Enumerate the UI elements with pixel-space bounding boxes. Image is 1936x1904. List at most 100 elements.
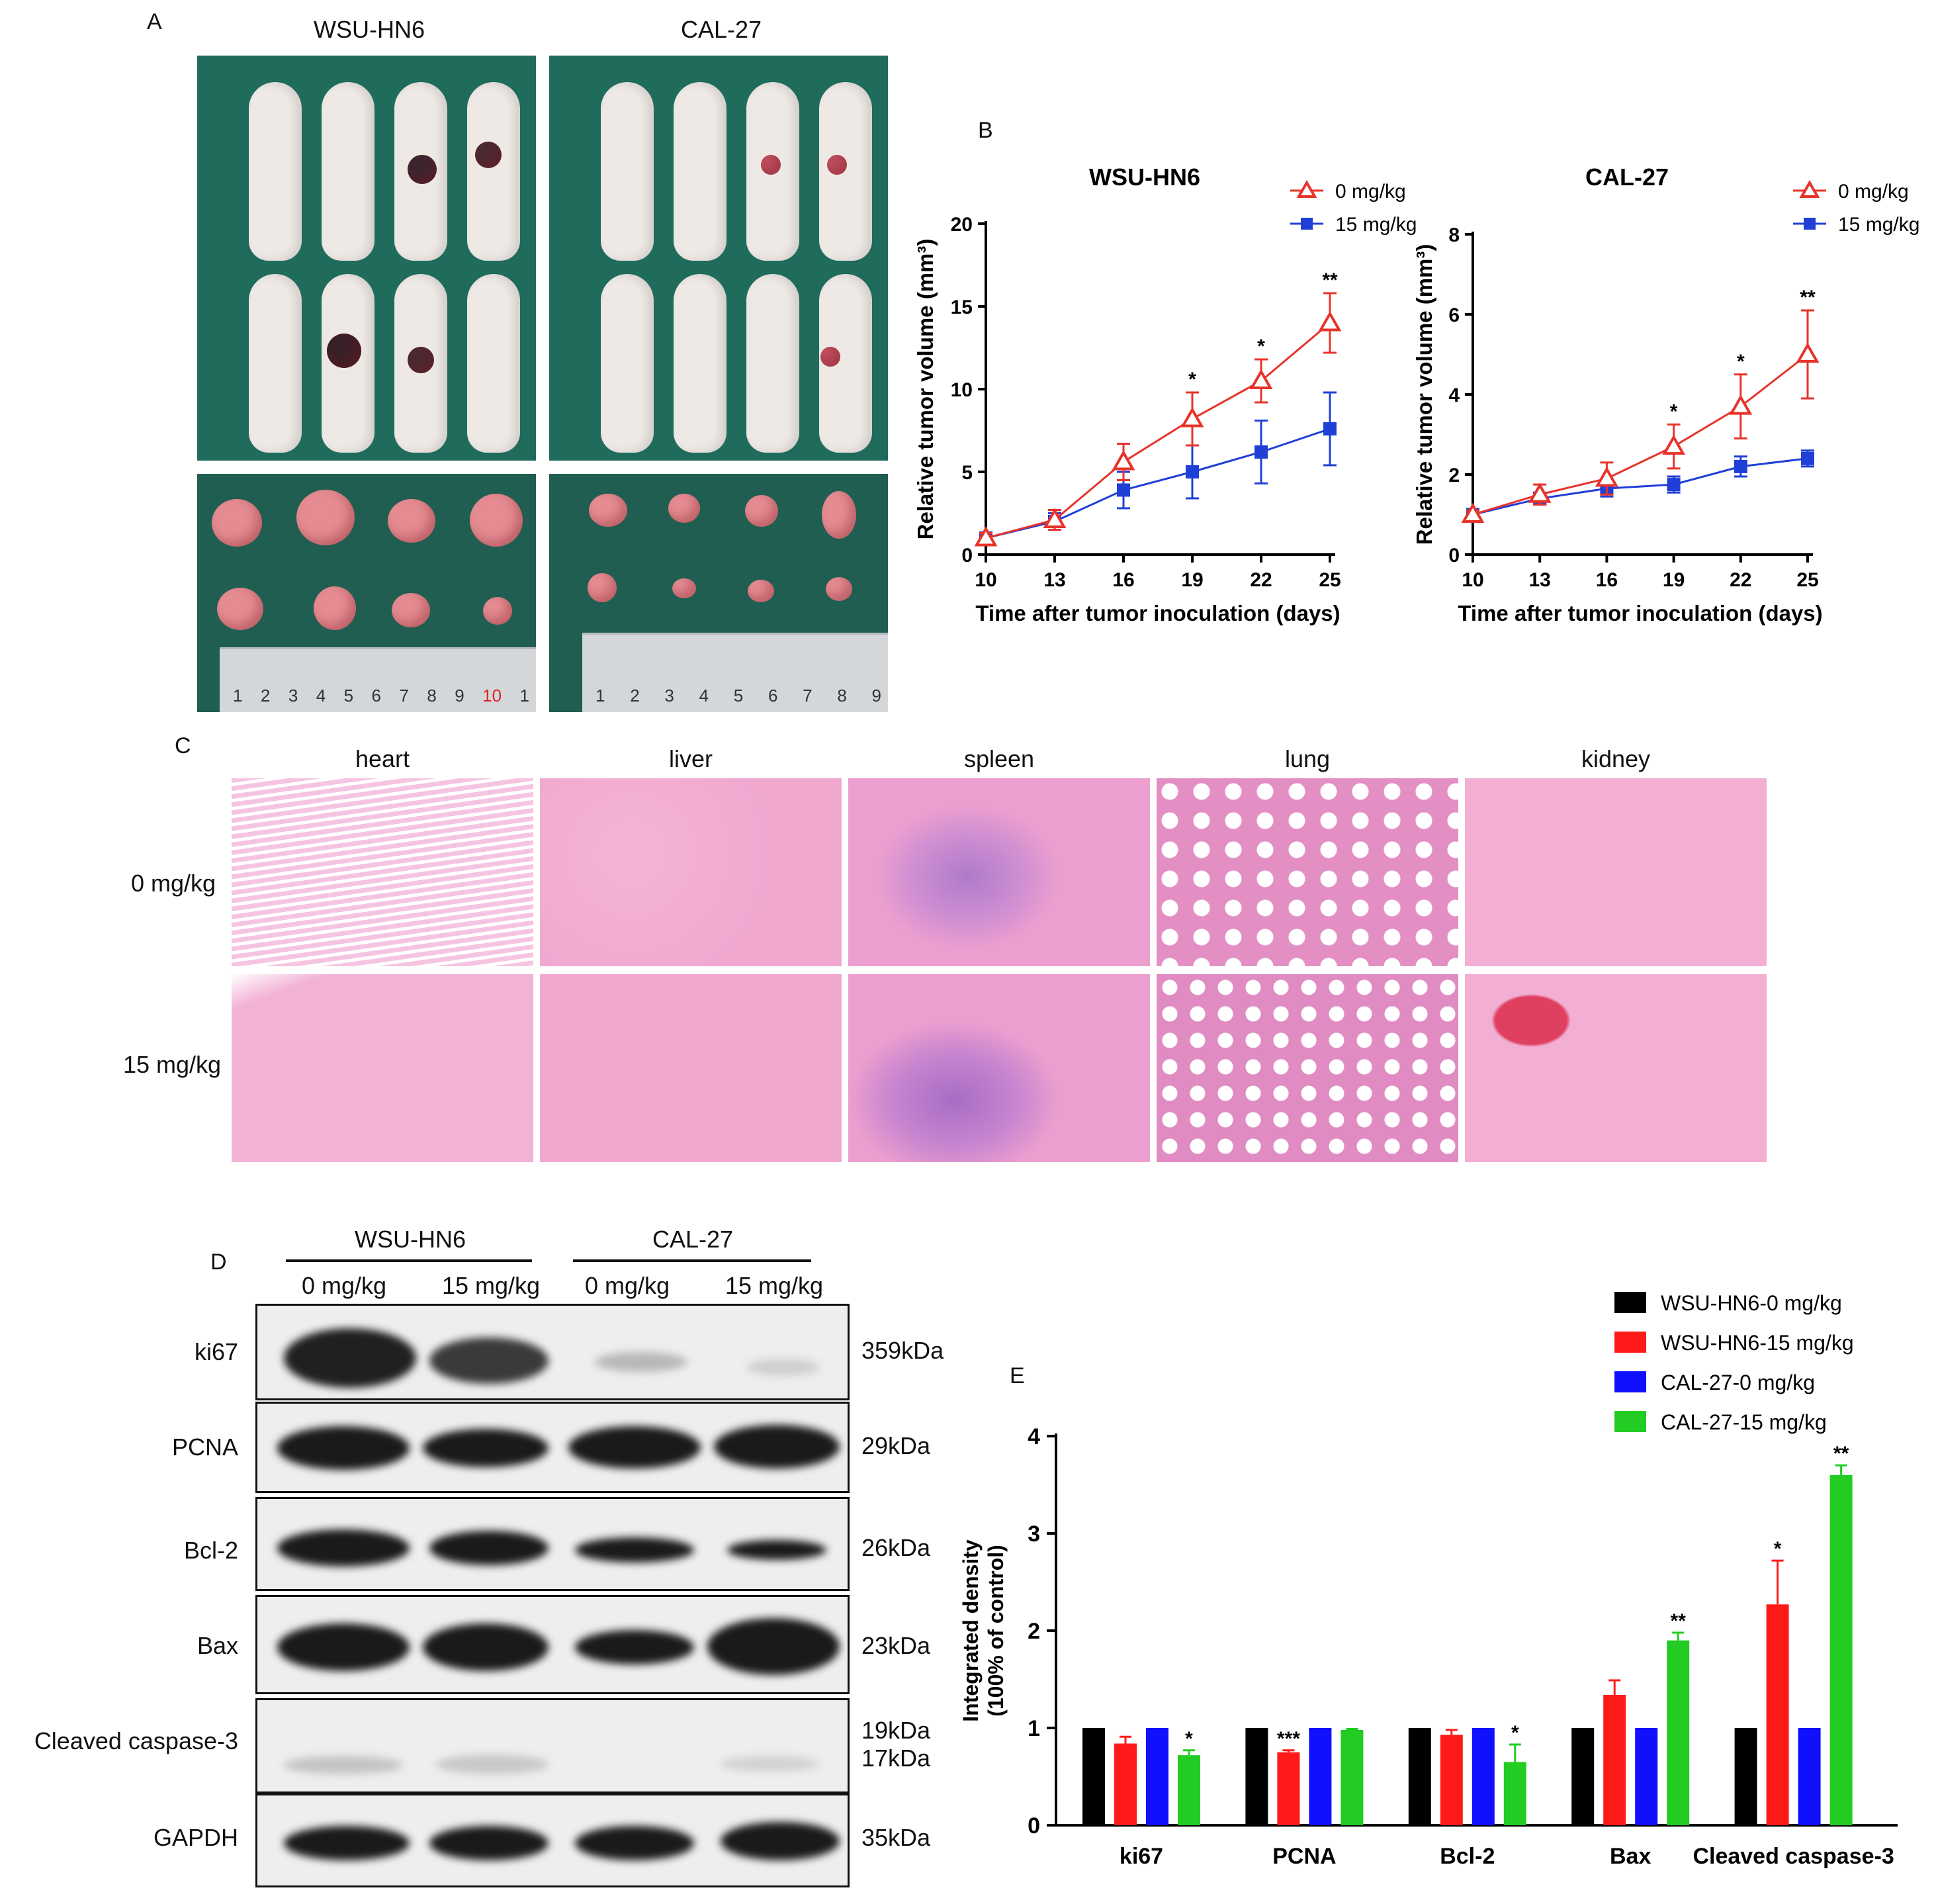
data-point <box>1461 502 1485 523</box>
x-tick-label: 19 <box>1663 569 1685 591</box>
category-label: Bcl-2 <box>1440 1844 1495 1869</box>
blot-pcna <box>255 1402 850 1493</box>
data-point <box>1043 508 1067 528</box>
protein-label-cleaved-caspase-3: Cleaved caspase-3 <box>34 1727 238 1754</box>
row-label-0-mg-kg: 0 mg/kg <box>131 870 216 897</box>
kda-label-bcl-2: 26kDa <box>861 1534 931 1561</box>
x-tick-label: 25 <box>1319 569 1341 591</box>
y-axis-label: Integrated density <box>959 1539 983 1722</box>
x-tick-label: 22 <box>1250 569 1272 591</box>
bar <box>1635 1728 1658 1825</box>
bar <box>1829 1474 1853 1825</box>
series-line <box>1472 353 1808 516</box>
x-axis-label: Time after tumor inoculation (days) <box>1458 601 1822 625</box>
x-tick-label: 22 <box>1730 569 1751 591</box>
legend-marker <box>1296 179 1317 198</box>
he-image-liver-0mg <box>540 778 842 966</box>
he-image-lung-15mg <box>1157 974 1458 1162</box>
bar <box>1503 1762 1526 1825</box>
blot-cell-header-cal-27: CAL-27 <box>652 1226 734 1253</box>
blot-cell-underline-cal-27 <box>573 1259 811 1262</box>
data-point <box>1662 434 1686 455</box>
bar <box>1341 1729 1364 1825</box>
legend-label: WSU-HN6-15 mg/kg <box>1661 1331 1854 1355</box>
significance-mark: ** <box>1800 287 1816 308</box>
y-tick-label: 3 <box>1028 1521 1040 1547</box>
significance-mark: ** <box>1322 269 1338 291</box>
panel-label-c: C <box>175 733 191 758</box>
kda-label-cleaved-caspase-3-19: 19kDa <box>861 1717 931 1744</box>
significance-mark: * <box>1737 351 1745 373</box>
data-point <box>1186 465 1199 478</box>
series-line <box>985 428 1331 539</box>
data-point <box>1667 478 1681 492</box>
x-tick-label: 13 <box>1529 569 1551 591</box>
data-point <box>1318 310 1342 332</box>
legend-swatch <box>1614 1411 1646 1432</box>
significance-mark: * <box>1670 400 1678 422</box>
significance-mark: * <box>1188 369 1196 390</box>
bar <box>1114 1743 1137 1825</box>
bar <box>1734 1728 1757 1825</box>
protein-label-bax: Bax <box>197 1632 238 1659</box>
y-tick-label: 0 <box>1028 1813 1040 1838</box>
legend-swatch <box>1614 1292 1646 1313</box>
y-tick-label: 0 <box>1448 545 1460 567</box>
category-label: PCNA <box>1272 1844 1336 1869</box>
data-point <box>1796 342 1820 363</box>
bar <box>1440 1735 1463 1825</box>
bar <box>1408 1728 1431 1825</box>
x-tick-label: 16 <box>1112 569 1134 591</box>
kda-label-gapdh: 35kDa <box>861 1824 931 1851</box>
y-tick-label: 6 <box>1448 304 1460 326</box>
y-tick-label: 2 <box>1028 1619 1040 1644</box>
bar <box>1178 1755 1200 1825</box>
y-tick-label: 4 <box>1448 385 1460 406</box>
integrated-density-chart: 0 1 2 3 4 Integrated density (100% of control)… <box>959 1291 1898 1869</box>
tumor-volume-chart-wsu-hn6: WSU-HN6 0 5 10 15 20 10 13 16 19 22 25 Time after tu… <box>913 163 1417 625</box>
protein-label-bcl-2: Bcl-2 <box>183 1537 238 1564</box>
he-image-spleen-15mg <box>848 974 1150 1162</box>
data-point <box>1249 369 1273 389</box>
panel-label-a: A <box>147 9 162 34</box>
legend-label: 15 mg/kg <box>1838 214 1919 236</box>
data-point <box>1254 445 1268 459</box>
bar <box>1309 1728 1332 1825</box>
lane-header-2: 15 mg/kg <box>441 1272 541 1299</box>
tissue-title-heart: heart <box>355 745 410 772</box>
he-image-spleen-0mg <box>848 778 1150 966</box>
kda-label-pcna: 29kDa <box>861 1432 931 1459</box>
blot-cell-header-wsu-hn6: WSU-HN6 <box>355 1226 466 1253</box>
data-point <box>974 525 998 547</box>
y-axis-label-unit: (100% of control) <box>984 1545 1008 1717</box>
tissue-title-kidney: kidney <box>1581 745 1651 772</box>
blot-gapdh <box>255 1793 850 1887</box>
bar <box>1472 1728 1495 1825</box>
y-tick-label: 15 <box>951 296 973 318</box>
bar <box>1146 1728 1168 1825</box>
y-tick-label: 5 <box>961 462 973 484</box>
x-axis-label: Time after tumor inoculation (days) <box>975 601 1340 625</box>
he-image-liver-15mg <box>540 974 842 1162</box>
protein-label-ki67: ki67 <box>194 1338 238 1365</box>
legend-label: CAL-27-15 mg/kg <box>1661 1410 1827 1434</box>
y-tick-label: 10 <box>951 379 973 401</box>
blot-cell-underline-wsu-hn6 <box>286 1259 532 1262</box>
bar <box>1082 1728 1105 1825</box>
protein-label-pcna: PCNA <box>171 1433 238 1461</box>
legend-label: CAL-27-0 mg/kg <box>1661 1371 1815 1394</box>
y-tick-label: 2 <box>1448 465 1460 486</box>
legend-label: 15 mg/kg <box>1335 214 1417 236</box>
significance-mark: ** <box>1671 1610 1687 1632</box>
panel-a-title-wsu-hn6: WSU-HN6 <box>314 16 425 43</box>
y-axis-label: Relative tumor volume (mm³) <box>913 239 938 540</box>
y-axis-label: Relative tumor volume (mm³) <box>1416 244 1436 545</box>
panel-label-b: B <box>978 118 993 143</box>
legend-label: 0 mg/kg <box>1335 181 1406 203</box>
x-tick-label: 13 <box>1043 569 1065 591</box>
x-tick-label: 10 <box>975 569 996 591</box>
ruler-wsu-hn6: 1 2 3 4 5 6 7 8 9 10 1 <box>220 647 536 712</box>
tissue-title-spleen: spleen <box>963 745 1035 772</box>
